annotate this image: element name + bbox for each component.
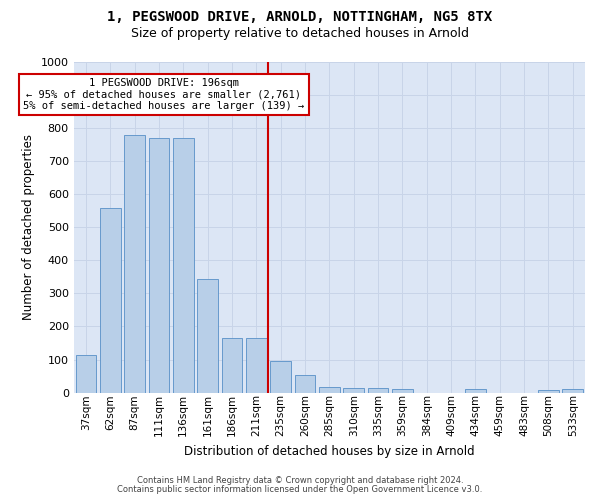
Bar [271,360,291,392]
X-axis label: Distribution of detached houses by size in Arnold: Distribution of detached houses by size … [184,444,475,458]
Bar [100,208,121,392]
Text: 1, PEGSWOOD DRIVE, ARNOLD, NOTTINGHAM, NG5 8TX: 1, PEGSWOOD DRIVE, ARNOLD, NOTTINGHAM, N… [107,10,493,24]
Bar [368,388,388,392]
Bar [246,338,266,392]
Bar [173,138,194,392]
Bar [221,338,242,392]
Y-axis label: Number of detached properties: Number of detached properties [22,134,35,320]
Text: Size of property relative to detached houses in Arnold: Size of property relative to detached ho… [131,28,469,40]
Bar [295,376,316,392]
Bar [343,388,364,392]
Bar [149,138,169,392]
Text: 1 PEGSWOOD DRIVE: 196sqm
← 95% of detached houses are smaller (2,761)
5% of semi: 1 PEGSWOOD DRIVE: 196sqm ← 95% of detach… [23,78,304,112]
Bar [76,355,96,393]
Bar [562,390,583,392]
Bar [538,390,559,392]
Text: Contains HM Land Registry data © Crown copyright and database right 2024.: Contains HM Land Registry data © Crown c… [137,476,463,485]
Bar [319,386,340,392]
Bar [465,390,486,392]
Bar [197,279,218,392]
Text: Contains public sector information licensed under the Open Government Licence v3: Contains public sector information licen… [118,485,482,494]
Bar [392,389,413,392]
Bar [124,135,145,392]
